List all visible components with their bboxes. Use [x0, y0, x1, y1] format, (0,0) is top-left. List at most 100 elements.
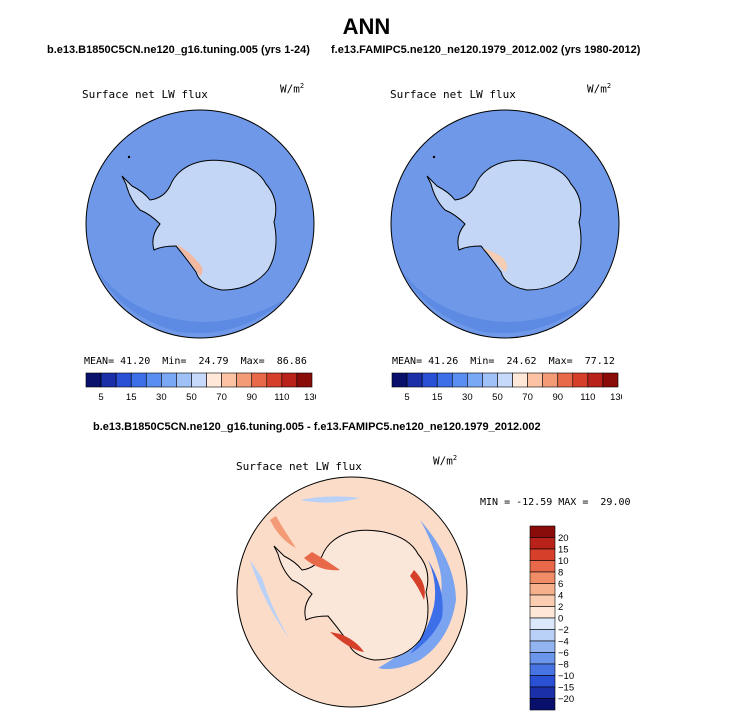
diff-map-red-peninsula [304, 552, 340, 571]
panel2-colorbar-swatch [557, 372, 574, 388]
diff-colorbar-swatch [529, 663, 556, 676]
panel2-colorbar-swatch [602, 372, 619, 388]
diff-colorbar-tick-label: −20 [558, 694, 574, 705]
diff-colorbar-swatch [529, 698, 556, 711]
diff-colorbar-swatch [529, 686, 556, 699]
panel2-colorbar-swatch [451, 372, 468, 388]
diff-colorbar-tick-label: 20 [558, 533, 569, 544]
diff-colorbar-tick-label: 15 [558, 545, 569, 556]
map2-lighter-band [400, 268, 595, 334]
panel2-colorbar-tick-label: 5 [404, 392, 409, 403]
panel2-colorbar-swatch [391, 372, 408, 388]
panel1-colorbar-tick-label: 30 [156, 392, 167, 403]
panel2-colorbar-swatch [542, 372, 559, 388]
diff-colorbar-tick-label: −2 [558, 625, 569, 636]
diff-colorbar-tick-label: 2 [558, 602, 563, 613]
diff-colorbar-tick-label: −4 [558, 637, 569, 648]
panel2-colorbar-tick-label: 15 [432, 392, 443, 403]
panel1-colorbar-swatch [206, 372, 222, 388]
panel2-colorbar-tick-label: 130 [610, 392, 622, 403]
panel1-stats: MEAN= 41.20 Min= 24.79 Max= 86.86 [84, 356, 307, 367]
panel1-colorbar: 5 15 30 50 70 90 110 130 [85, 372, 316, 403]
panel1-colorbar-swatch [100, 372, 117, 388]
panel1-colorbar-tick-label: 110 [274, 392, 289, 403]
panel1-colorbar-tick-label: 15 [126, 392, 137, 403]
panel1-case-title: b.e13.B1850C5CN.ne120_g16.tuning.005 (yr… [47, 44, 310, 56]
diff-colorbar-swatch [529, 548, 556, 561]
diff-colorbar-swatch [529, 640, 556, 653]
map2 [390, 109, 620, 339]
diff-map [236, 476, 468, 708]
diff-colorbar-tick-label: −10 [558, 671, 574, 682]
panel1-colorbar-swatch [236, 372, 253, 388]
diff-minmax: MIN = -12.59 MAX = 29.00 [480, 497, 631, 508]
diff-colorbar-swatch [529, 652, 556, 665]
diff-colorbar-tick-label: −15 [558, 683, 574, 694]
panel1-colorbar-swatch [221, 372, 237, 388]
panel1-colorbar-swatch [251, 372, 268, 388]
panel2-colorbar-tick-label: 70 [522, 392, 533, 403]
diff-colorbar-tick-label: 8 [558, 568, 563, 579]
diff-map-blue-west [250, 560, 290, 640]
panel2-colorbar-swatch [512, 372, 528, 388]
panel1-colorbar-swatch [115, 372, 132, 388]
panel2-units: W/m2 [587, 82, 612, 96]
panel2-colorbar: 5 15 30 50 70 90 110 130 [391, 372, 622, 403]
diff-map-blue-north [300, 496, 360, 503]
diff-colorbar-tick-label: 4 [558, 591, 563, 602]
diff-colorbar-swatch [529, 583, 556, 596]
map1 [85, 109, 315, 339]
diff-map-warm-west [270, 516, 296, 548]
map2-warm-patch [483, 248, 508, 272]
diff-panel-units: W/m2 [433, 454, 458, 468]
panel1-colorbar-tick-label: 5 [98, 392, 103, 403]
diff-colorbar-swatch [529, 629, 556, 642]
map1-lighter-band [96, 268, 290, 334]
diff-map-red-east [410, 570, 425, 600]
panel1-colorbar-swatch [130, 372, 147, 388]
panel1-colorbar-swatch [281, 372, 298, 388]
panel2-colorbar-swatch [482, 372, 498, 388]
panel2-colorbar-swatch [421, 372, 438, 388]
panel1-colorbar-swatch [145, 372, 162, 388]
panel1-colorbar-tick-label: 90 [246, 392, 257, 403]
diff-map-blue-arc [378, 520, 456, 669]
panel1-colorbar-tick-label: 130 [304, 392, 316, 403]
diff-colorbar-swatch [529, 675, 556, 688]
panel2-colorbar-tick-label: 50 [492, 392, 503, 403]
map2-antarctica [426, 159, 582, 291]
diff-map-red-shelf [330, 632, 364, 652]
panel2-title: Surface net LW flux [390, 88, 516, 101]
diff-map-antarctica [273, 529, 429, 661]
panel1-units: W/m2 [280, 82, 305, 96]
diff-colorbar-swatch [529, 606, 556, 619]
diff-panel-title: Surface net LW flux [236, 460, 362, 473]
panel2-stats: MEAN= 41.26 Min= 24.62 Max= 77.12 [392, 356, 615, 367]
panel2-colorbar-swatch [436, 372, 453, 388]
panel1-colorbar-swatch [85, 372, 102, 388]
diff-colorbar-swatch [529, 617, 556, 630]
diff-colorbar-swatch [529, 525, 556, 538]
panel1-colorbar-swatch [191, 372, 207, 388]
map1-warm-patch [176, 244, 203, 276]
panel2-colorbar-swatch [527, 372, 543, 388]
panel1-title: Surface net LW flux [82, 88, 208, 101]
panel2-colorbar-swatch [467, 372, 483, 388]
panel2-colorbar-tick-label: 90 [552, 392, 563, 403]
diff-colorbar-swatch [529, 571, 556, 584]
diff-colorbar-swatch [529, 594, 556, 607]
panel2-colorbar-tick-label: 30 [462, 392, 473, 403]
main-title: ANN [342, 14, 391, 39]
panel1-colorbar-tick-label: 50 [186, 392, 197, 403]
panel1-colorbar-swatch [296, 372, 313, 388]
panel1-colorbar-swatch [266, 372, 283, 388]
diff-colorbar-tick-label: −8 [558, 660, 569, 671]
diff-colorbar-swatch [529, 560, 556, 573]
diff-colorbar-swatch [529, 537, 556, 550]
panel2-colorbar-swatch [572, 372, 589, 388]
map1-island [127, 155, 131, 159]
panel2-colorbar-tick-label: 110 [580, 392, 595, 403]
panel1-colorbar-tick-label: 70 [216, 392, 227, 403]
